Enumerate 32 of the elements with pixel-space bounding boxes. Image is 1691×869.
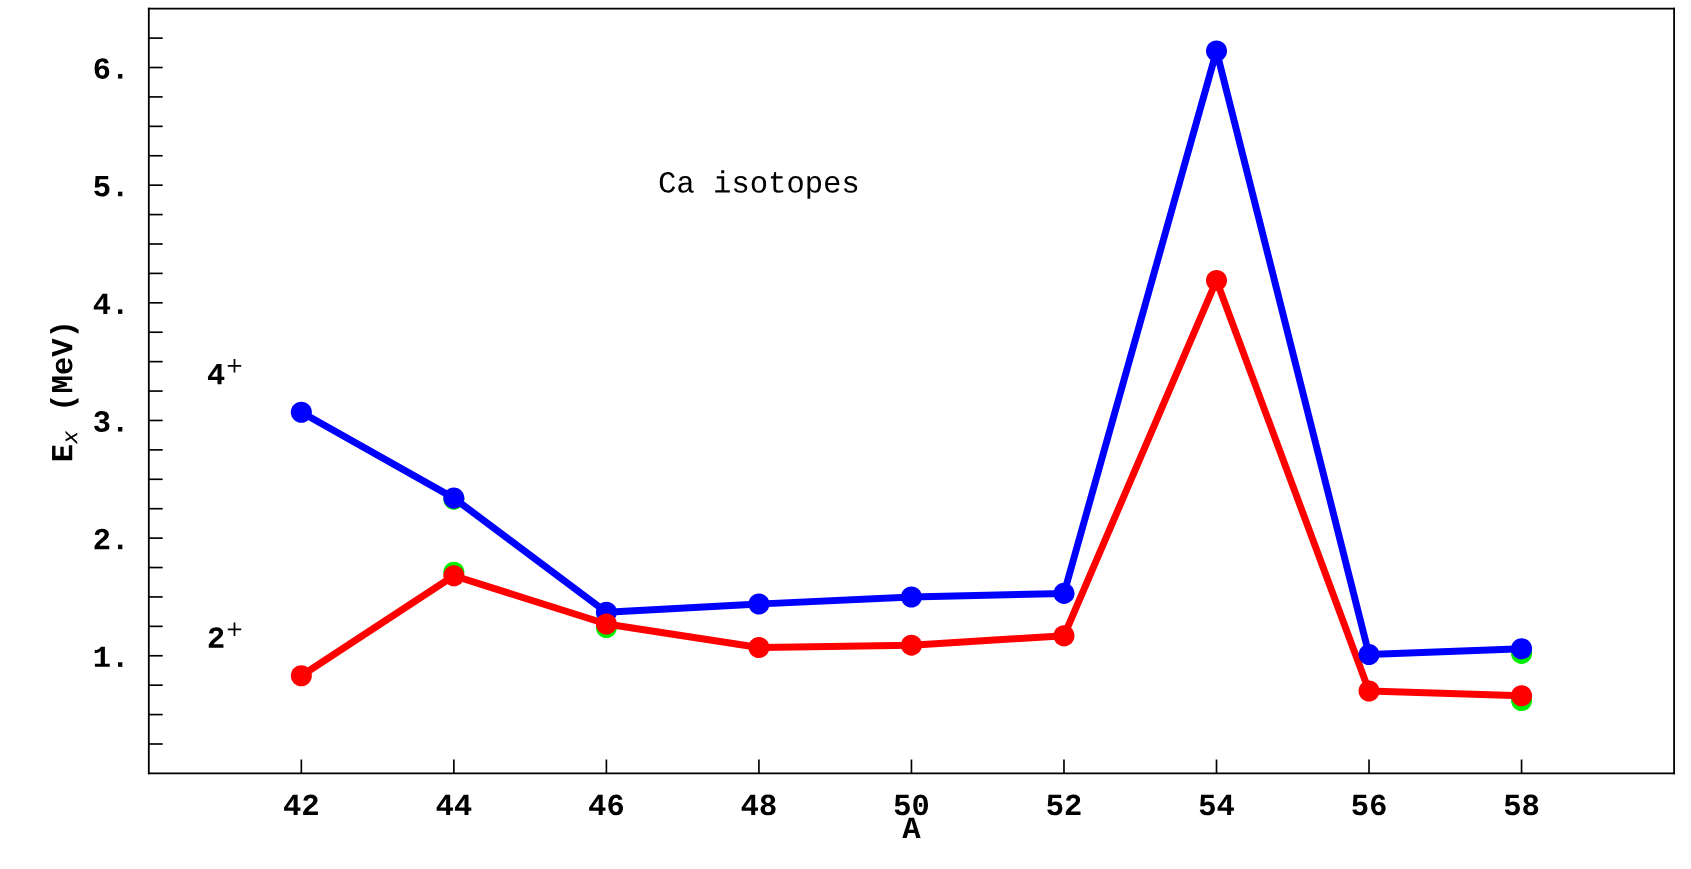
- x-tick-label: 56: [1352, 794, 1386, 816]
- point: [900, 634, 922, 656]
- point: [290, 401, 312, 423]
- point: [1358, 680, 1380, 702]
- point: [748, 593, 770, 615]
- series-label: 4$^{+}$: [207, 359, 242, 385]
- x-tick-label: 52: [1047, 794, 1081, 816]
- y-tick-label: 5.: [94, 176, 123, 197]
- x-tick-label: 44: [436, 794, 472, 815]
- point: [1053, 625, 1075, 647]
- point: [900, 586, 922, 608]
- x-tick-label: 48: [741, 794, 776, 816]
- point: [1205, 269, 1228, 291]
- y-tick-label: 1.: [94, 646, 123, 667]
- annotation: Ca isotopes: [659, 170, 858, 199]
- y-axis-title: E$_{x}$ (MeV): [50, 325, 79, 461]
- point: [1205, 40, 1228, 62]
- y-tick-label: 2.: [94, 528, 123, 550]
- x-tick-label: 50: [894, 794, 929, 816]
- x-tick-label: 58: [1504, 794, 1539, 816]
- point: [1358, 644, 1380, 666]
- point: [1053, 582, 1075, 604]
- x-tick-label: 42: [284, 794, 318, 815]
- series-label: 2$^{+}$: [208, 622, 242, 648]
- x-tick-label: 46: [589, 794, 624, 816]
- y-tick-label: 3.: [94, 411, 123, 432]
- x-axis-title: A: [902, 817, 921, 838]
- y-tick-label: 6.: [94, 58, 123, 79]
- y-tick-label: 4.: [93, 293, 123, 314]
- x-tick-label: 54: [1199, 794, 1234, 816]
- point: [290, 665, 312, 687]
- point: [748, 636, 770, 659]
